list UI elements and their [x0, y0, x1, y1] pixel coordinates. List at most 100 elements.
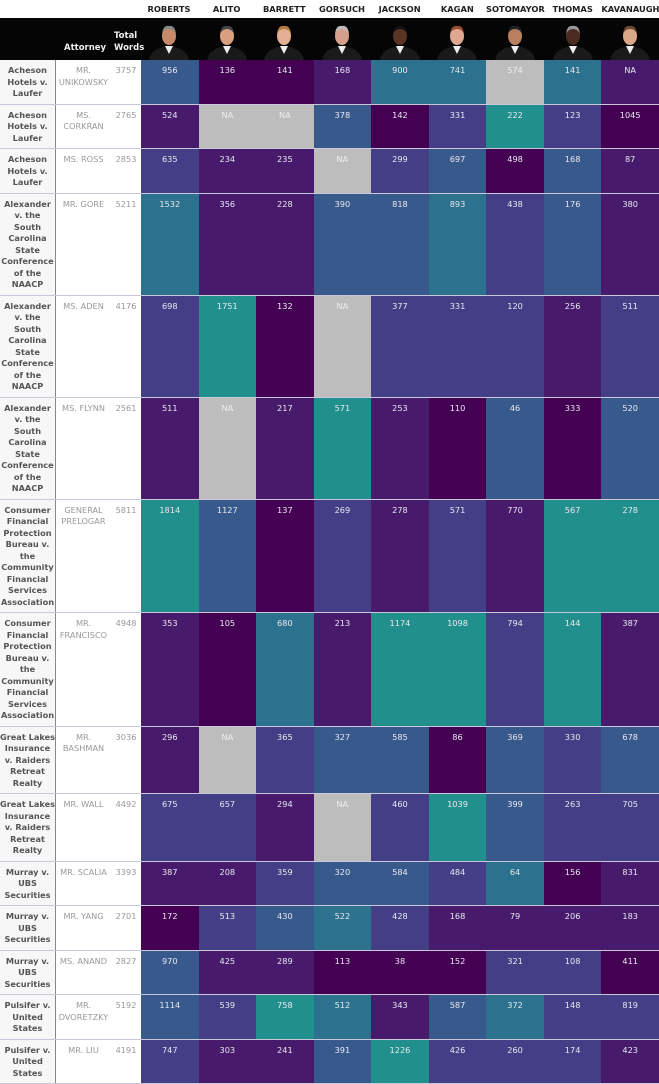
- heatmap-cell-sotomayor: 260: [486, 1039, 544, 1084]
- heatmap-cell-barrett: 758: [256, 994, 314, 1040]
- heatmap-cell-kagan: 571: [428, 499, 487, 613]
- heatmap-cell-sotomayor: 79: [486, 905, 544, 951]
- heatmap-table: Acheson Hotels v. Laufer MR. UNIKOWSKY 375…: [0, 60, 659, 1084]
- case-name: Acheson Hotels v. Laufer: [0, 60, 56, 105]
- heatmap-cell-kavanaugh: 183: [601, 905, 659, 951]
- heatmap-cell-kavanaugh: 520: [601, 397, 659, 500]
- heatmap-cell-kavanaugh: 819: [601, 994, 659, 1040]
- table-row: Pulsifer v. United States MR. DVORETZKY 51…: [0, 994, 659, 1040]
- case-name: Great Lakes Insurance v. Raiders Retreat…: [0, 726, 56, 794]
- heatmap-cell-jackson: 584: [371, 861, 429, 906]
- heatmap-cell-kagan: 331: [428, 295, 487, 398]
- total-words: 5811: [111, 499, 141, 613]
- heatmap-cell-kavanaugh: 87: [601, 148, 659, 194]
- heatmap-cell-gorsuch: 571: [313, 397, 372, 500]
- heatmap-cell-jackson: 1226: [371, 1039, 429, 1084]
- attorney-name: MR. UNIKOWSKY: [55, 60, 111, 105]
- heatmap-cell-jackson: 38: [371, 950, 429, 995]
- attorney-name: MS. ANAND: [55, 950, 111, 995]
- heatmap-cell-gorsuch: 113: [313, 950, 372, 995]
- heatmap-cell-jackson: 900: [371, 60, 429, 105]
- heatmap-cell-sotomayor: 321: [486, 950, 544, 995]
- heatmap-cell-kavanaugh: 423: [601, 1039, 659, 1084]
- heatmap-cell-jackson: 460: [371, 793, 429, 862]
- heatmap-cell-barrett: 141: [256, 60, 314, 105]
- heatmap-cell-alito: 1127: [198, 499, 257, 613]
- case-name: Alexander v. the South Carolina State Co…: [0, 295, 56, 398]
- attorney-name: MR. BASHMAN: [55, 726, 111, 794]
- case-name: Acheson Hotels v. Laufer: [0, 148, 56, 194]
- heatmap-cell-thomas: 123: [543, 104, 602, 149]
- total-words-column-header: Total Words: [114, 31, 145, 53]
- table-row: Great Lakes Insurance v. Raiders Retreat…: [0, 793, 659, 862]
- heatmap-cell-gorsuch: 512: [313, 994, 372, 1040]
- justice-portrait-jackson: [379, 25, 420, 60]
- heatmap-cell-roberts: 387: [141, 861, 199, 906]
- heatmap-cell-thomas: 148: [543, 994, 602, 1040]
- heatmap-cell-kagan: 331: [428, 104, 487, 149]
- portrait-band: Attorney Total Words: [0, 18, 659, 60]
- justice-name-kavanaugh: KAVANAUGH: [601, 4, 659, 14]
- justice-portrait-barrett: [264, 25, 305, 60]
- heatmap-cell-sotomayor: 369: [486, 726, 544, 794]
- heatmap-cell-jackson: 585: [371, 726, 429, 794]
- table-row: Consumer Financial Protection Bureau v. …: [0, 612, 659, 727]
- heatmap-cell-barrett: 132: [256, 295, 314, 398]
- justice-name-jackson: JACKSON: [378, 4, 421, 14]
- heatmap-cell-kagan: 893: [428, 193, 487, 296]
- heatmap-cell-kagan: 587: [428, 994, 487, 1040]
- heatmap-cell-thomas: 263: [543, 793, 602, 862]
- heatmap-cell-jackson: 428: [371, 905, 429, 951]
- heatmap-cell-kavanaugh: 1045: [601, 104, 659, 149]
- heatmap-cell-alito: 105: [198, 612, 257, 727]
- justice-portrait-kagan: [437, 25, 478, 60]
- justice-portrait-thomas: [552, 25, 593, 60]
- heatmap-cell-kavanaugh: 380: [601, 193, 659, 296]
- justice-portrait-roberts: [149, 25, 189, 60]
- heatmap-cell-roberts: 524: [141, 104, 199, 149]
- heatmap-cell-gorsuch: 378: [313, 104, 372, 149]
- heatmap-cell-alito: 425: [198, 950, 257, 995]
- case-name: Murray v. UBS Securities: [0, 905, 56, 951]
- justice-portrait-kavanaugh: [610, 25, 651, 60]
- total-words: 3393: [111, 861, 141, 906]
- heatmap-cell-barrett: NA: [256, 104, 314, 149]
- heatmap-cell-roberts: 511: [141, 397, 199, 500]
- table-row: Consumer Financial Protection Bureau v. …: [0, 499, 659, 613]
- attorney-name: MR. YANG: [55, 905, 111, 951]
- heatmap-cell-alito: 539: [198, 994, 257, 1040]
- total-words: 2827: [111, 950, 141, 995]
- table-row: Acheson Hotels v. Laufer MS. CORKRAN 2765 5…: [0, 104, 659, 149]
- heatmap-cell-gorsuch: 269: [313, 499, 372, 613]
- case-name: Alexander v. the South Carolina State Co…: [0, 193, 56, 296]
- heatmap-cell-barrett: 235: [256, 148, 314, 194]
- heatmap-cell-roberts: 296: [141, 726, 199, 794]
- total-words: 5211: [111, 193, 141, 296]
- heatmap-cell-kavanaugh: NA: [601, 60, 659, 105]
- total-words: 2561: [111, 397, 141, 500]
- heatmap-cell-roberts: 1114: [141, 994, 199, 1040]
- heatmap-cell-alito: 208: [198, 861, 257, 906]
- table-row: Alexander v. the South Carolina State Co…: [0, 193, 659, 296]
- heatmap-cell-kagan: 152: [428, 950, 487, 995]
- case-name: Murray v. UBS Securities: [0, 861, 56, 906]
- heatmap-cell-gorsuch: 522: [313, 905, 372, 951]
- justice-name-roberts: ROBERTS: [147, 4, 191, 14]
- heatmap-cell-barrett: 217: [256, 397, 314, 500]
- heatmap-cell-jackson: 278: [371, 499, 429, 613]
- heatmap-cell-roberts: 1814: [141, 499, 199, 613]
- heatmap-cell-roberts: 747: [141, 1039, 199, 1084]
- heatmap-cell-sotomayor: 64: [486, 861, 544, 906]
- heatmap-cell-kavanaugh: 678: [601, 726, 659, 794]
- justice-name-header: ROBERTS ALITO BARRETT GORSUCH JACKSON KAGAN SO…: [0, 0, 659, 18]
- heatmap-cell-kagan: 86: [428, 726, 487, 794]
- heatmap-cell-alito: 356: [198, 193, 257, 296]
- heatmap-cell-sotomayor: 574: [486, 60, 544, 105]
- heatmap-cell-kavanaugh: 705: [601, 793, 659, 862]
- heatmap-cell-alito: 657: [198, 793, 257, 862]
- attorney-column-header: Attorney: [64, 43, 107, 53]
- heatmap-cell-sotomayor: 770: [486, 499, 544, 613]
- heatmap-cell-jackson: 299: [371, 148, 429, 194]
- table-row: Murray v. UBS Securities MR. YANG 2701 172 5…: [0, 905, 659, 951]
- heatmap-cell-jackson: 343: [371, 994, 429, 1040]
